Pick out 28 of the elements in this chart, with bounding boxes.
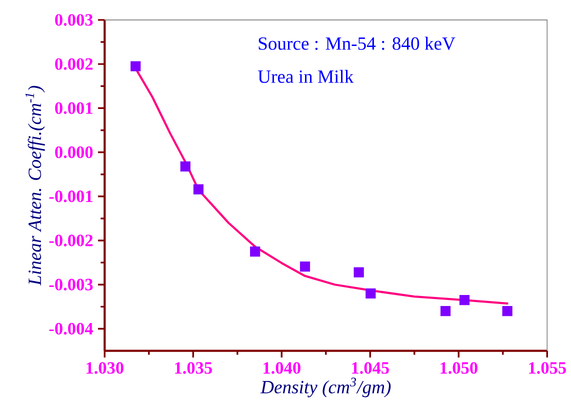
x-tick-label: 1.050 [440, 362, 478, 374]
point [366, 288, 376, 299]
point [193, 184, 204, 195]
y-tick-label: -0.002 [49, 234, 93, 247]
point [440, 306, 451, 316]
point [180, 162, 190, 172]
point [459, 295, 470, 306]
annotation: Source : Mn-54 : 840 keV [258, 36, 456, 50]
x-axis-title: Density (cm$^{3}$/gm) [260, 378, 391, 398]
y-tick-label: 0.002 [55, 58, 93, 70]
point [250, 246, 260, 257]
annotation: Urea in Milk [258, 70, 354, 84]
y-tick-label: -0.001 [49, 190, 92, 202]
y-tick-label: 0.003 [55, 14, 93, 26]
x-tick-label: 1.045 [352, 362, 389, 374]
x-tick-label: 1.055 [529, 362, 566, 374]
y-tick-label: -0.003 [49, 278, 93, 291]
y-tick-label: 0.001 [55, 102, 92, 114]
point [354, 267, 364, 278]
y-tick-label: -0.004 [49, 323, 93, 335]
point [502, 306, 512, 316]
x-tick-label: 1.040 [264, 362, 300, 374]
y-tick-label: 0.000 [55, 146, 93, 158]
point [130, 61, 141, 72]
x-tick-label: 1.035 [175, 362, 212, 374]
x-tick-label: 1.030 [86, 362, 124, 374]
y-axis-title: Linear Atten. Coeffi.(cm$^{-1}$) [25, 86, 45, 286]
point [300, 262, 310, 272]
